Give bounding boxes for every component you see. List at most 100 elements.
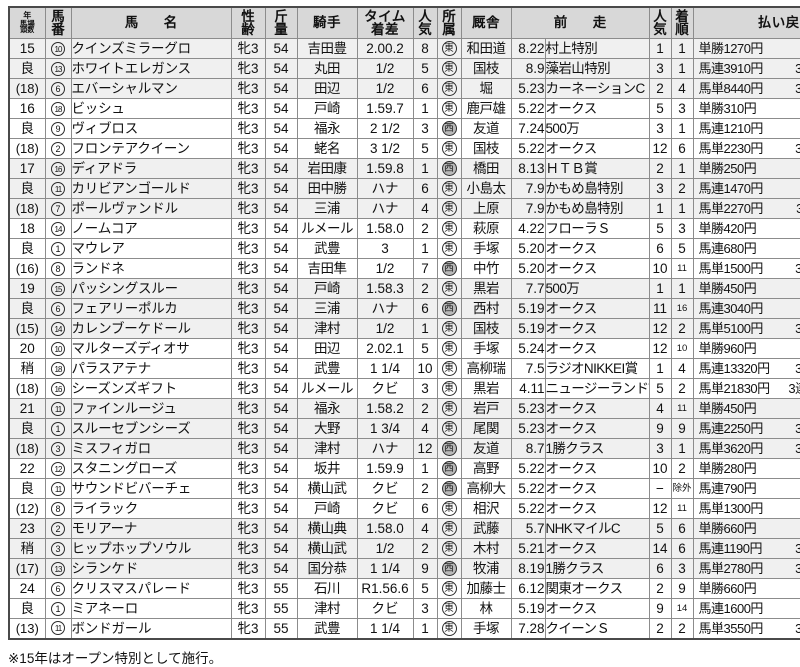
cell-prev-date: 4.22	[511, 219, 545, 239]
cell-time-margin: ハナ	[357, 199, 413, 219]
cell-affiliation: 西	[437, 559, 461, 579]
cell-payout: 馬連1190円3連複20410円	[693, 539, 800, 559]
cell-horse-number: 11	[45, 179, 71, 199]
cell-horse-name: フェアリーポルカ	[71, 299, 231, 319]
header-weight: 斤 量	[265, 7, 297, 39]
cell-year-track-field: (18)	[9, 79, 45, 99]
cell-weight: 54	[265, 519, 297, 539]
cell-popularity: 2	[413, 539, 437, 559]
cell-stable: 中竹	[461, 259, 511, 279]
cell-prev-order: 2	[671, 179, 693, 199]
cell-weight: 54	[265, 439, 297, 459]
cell-year-track-field: 18	[9, 219, 45, 239]
cell-time-margin: 3	[357, 239, 413, 259]
cell-jockey: 田辺	[297, 339, 357, 359]
cell-payout: 馬連2250円3連複19150円	[693, 419, 800, 439]
cell-horse-number: 6	[45, 299, 71, 319]
cell-horse-number: 1	[45, 419, 71, 439]
payout-right: 3連単147440円	[787, 382, 800, 395]
header-prev-run: 前 走	[511, 7, 649, 39]
cell-payout: 単勝960円枠連1250円	[693, 339, 800, 359]
cell-year-track-field: 良	[9, 419, 45, 439]
cell-year-track-field: 20	[9, 339, 45, 359]
cell-prev-popularity: 3	[649, 119, 671, 139]
circled-number: 11	[51, 482, 65, 496]
payout-right: 枠連1820円	[787, 402, 800, 415]
cell-horse-number: 3	[45, 539, 71, 559]
cell-affiliation: 西	[437, 259, 461, 279]
cell-payout: 単勝660円枠連790円	[693, 579, 800, 599]
cell-popularity: 1	[413, 459, 437, 479]
cell-horse-number: 8	[45, 499, 71, 519]
cell-prev-date: 4.11	[511, 379, 545, 399]
cell-affiliation: 西	[437, 479, 461, 499]
circled-number: 16	[51, 382, 65, 396]
circled-number: 9	[51, 122, 65, 136]
affiliation-icon: 東	[442, 181, 457, 196]
header-affiliation: 所 属	[437, 7, 461, 39]
cell-jockey: 石川	[297, 579, 357, 599]
cell-time-margin: 1.59.7	[357, 99, 413, 119]
header-popularity: 人 気	[413, 7, 437, 39]
cell-prev-date: 8.9	[511, 59, 545, 79]
cell-year-track-field: 22	[9, 459, 45, 479]
cell-weight: 54	[265, 159, 297, 179]
cell-stable: 国枝	[461, 139, 511, 159]
cell-sex-age: 牝3	[231, 199, 265, 219]
cell-year-track-field: 15	[9, 39, 45, 59]
header-time-margin: タイム 着差	[357, 7, 413, 39]
cell-prev-race: ニュージーランドT	[545, 379, 649, 399]
cell-affiliation: 東	[437, 339, 461, 359]
cell-prev-order: 4	[671, 359, 693, 379]
cell-prev-order: 3	[671, 559, 693, 579]
cell-stable: 牧浦	[461, 559, 511, 579]
payout-right: 3連単87550円	[787, 562, 800, 575]
cell-year-track-field: 良	[9, 119, 45, 139]
cell-popularity: 3	[413, 119, 437, 139]
circled-number: 11	[51, 621, 65, 635]
race-results-table: 年 馬場 頭数 馬 番 馬 名 性 齢 斤 量 騎手	[8, 6, 800, 640]
cell-time-margin: クビ	[357, 499, 413, 519]
cell-year-track-field: 16	[9, 99, 45, 119]
cell-prev-order: 3	[671, 219, 693, 239]
cell-jockey: 国分恭	[297, 559, 357, 579]
cell-year-track-field: 17	[9, 159, 45, 179]
cell-prev-date: 5.7	[511, 519, 545, 539]
cell-weight: 54	[265, 99, 297, 119]
cell-horse-name: パラスアテナ	[71, 359, 231, 379]
cell-prev-popularity: 9	[649, 419, 671, 439]
cell-horse-number: 14	[45, 219, 71, 239]
cell-popularity: 1	[413, 319, 437, 339]
payout-right: 3連複2090円	[787, 602, 800, 615]
cell-stable: 西村	[461, 299, 511, 319]
cell-year-track-field: (17)	[9, 559, 45, 579]
cell-year-track-field: 良	[9, 239, 45, 259]
cell-affiliation: 西	[437, 299, 461, 319]
header-jockey: 騎手	[297, 7, 357, 39]
cell-prev-popularity: 5	[649, 219, 671, 239]
circled-number: 2	[51, 142, 65, 156]
payout-left: 馬単2780円	[694, 562, 787, 575]
affiliation-icon: 東	[442, 81, 457, 96]
payout-left: 馬単1300円	[694, 502, 787, 515]
cell-horse-number: 13	[45, 559, 71, 579]
affiliation-icon: 東	[442, 381, 457, 396]
cell-sex-age: 牝3	[231, 119, 265, 139]
cell-weight: 55	[265, 579, 297, 599]
cell-payout: 馬単2270円3連単11870円	[693, 199, 800, 219]
cell-horse-name: マウレア	[71, 239, 231, 259]
cell-sex-age: 牝3	[231, 79, 265, 99]
cell-prev-date: 5.19	[511, 599, 545, 619]
payout-left: 単勝450円	[694, 402, 787, 415]
payout-left: 馬単2270円	[694, 202, 787, 215]
cell-payout: 単勝1270円枠連1700円	[693, 39, 800, 59]
circled-number: 3	[51, 542, 65, 556]
